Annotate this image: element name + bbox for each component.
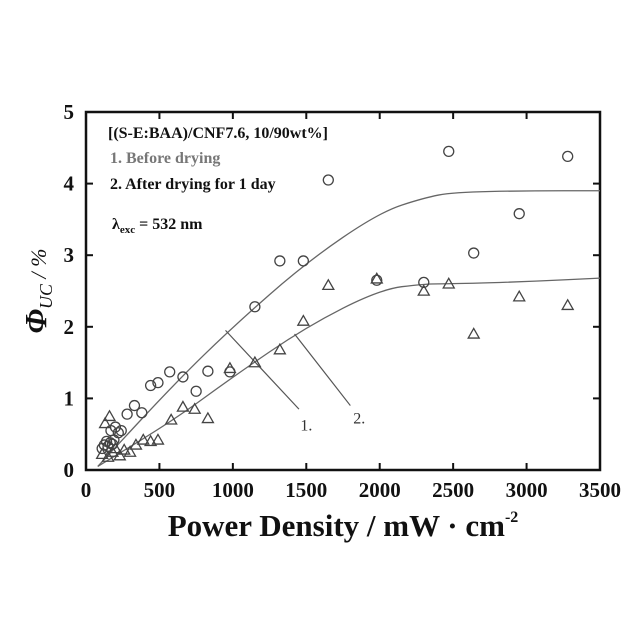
x-axis-unit: Power Density / mW · cm [168, 508, 505, 543]
x-tick-label: 0 [81, 478, 92, 502]
curve-label-2: 2. [353, 410, 365, 427]
x-tick-label: 3000 [506, 478, 548, 502]
y-tick-label: 1 [64, 386, 75, 410]
y-tick-label: 0 [64, 458, 75, 482]
y-tick-label: 4 [64, 172, 75, 196]
y-tick-label: 2 [64, 315, 75, 339]
y-tick-label: 3 [64, 243, 75, 267]
y-tick-label: 5 [64, 100, 75, 124]
y-axis-symbol: Φ [18, 309, 53, 333]
y-axis-unit: / % [26, 249, 51, 284]
x-tick-label: 1000 [212, 478, 254, 502]
lambda-value: = 532 nm [135, 216, 203, 233]
lambda-symbol: λ [112, 216, 120, 233]
legend-title: [(S-E:BAA)/CNF7.6, 10/90wt%] [108, 125, 328, 142]
x-tick-label: 3500 [579, 478, 621, 502]
x-tick-label: 1500 [285, 478, 327, 502]
x-tick-label: 2500 [432, 478, 474, 502]
curve-label-1: 1. [300, 418, 312, 435]
y-axis-subscript: UC [36, 283, 56, 309]
x-tick-label: 2000 [359, 478, 401, 502]
x-axis-title: Power Density / mW · cm-2 [168, 508, 519, 543]
legend-entry-2: 2. After drying for 1 day [110, 176, 276, 193]
lambda-subscript: exc [120, 224, 135, 236]
x-axis-exponent: -2 [505, 509, 518, 526]
legend-entry-1: 1. Before drying [110, 150, 220, 167]
x-tick-label: 500 [144, 478, 176, 502]
